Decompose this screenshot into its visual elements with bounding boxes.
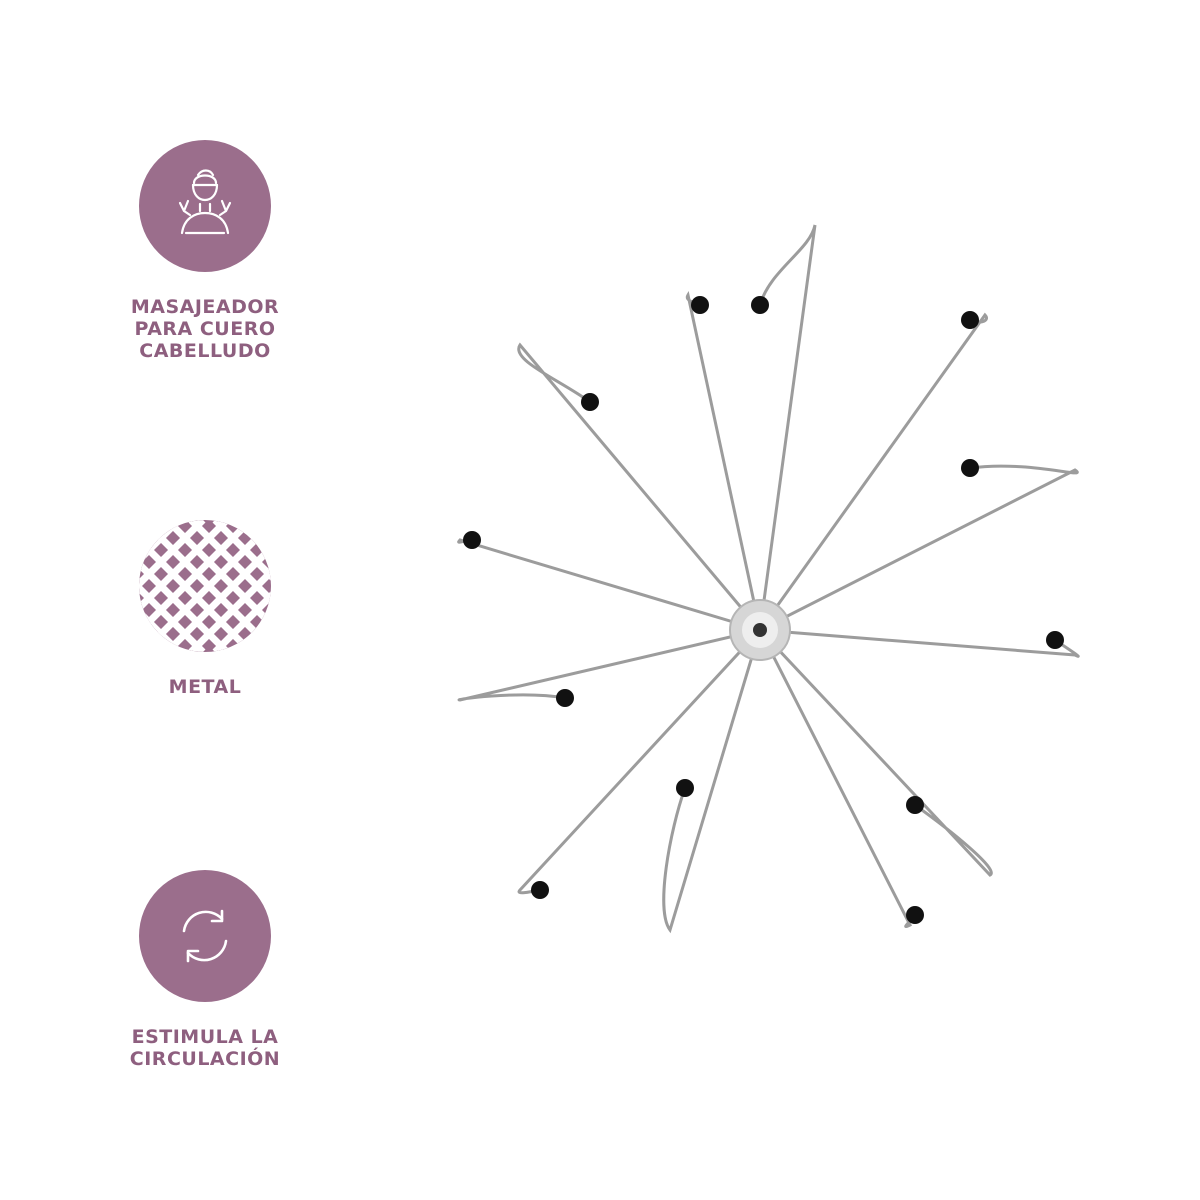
massager-tip-ball <box>906 796 924 814</box>
massager-prong <box>457 538 762 632</box>
massager-prong <box>758 224 817 632</box>
feature-label: ESTIMULA LA CIRCULACIÓN <box>129 1026 281 1070</box>
massager-tip-ball <box>676 779 694 797</box>
feature-label: MASAJEADOR PARA CUERO CABELLUDO <box>130 296 280 362</box>
massager-tip-ball <box>751 296 769 314</box>
massager-hub-hole <box>753 623 767 637</box>
massager-prong <box>758 312 988 632</box>
massager-prong <box>517 628 762 895</box>
feature-scalp-massage: MASAJEADOR PARA CUERO CABELLUDO <box>90 140 320 362</box>
massager-prong <box>758 628 917 929</box>
massager-tip-ball <box>906 906 924 924</box>
scalp-massage-person-icon <box>139 140 271 272</box>
metal-mesh-icon <box>139 520 271 652</box>
massager-tip-ball <box>961 311 979 329</box>
massager-tip-ball <box>463 531 481 549</box>
massager-prong <box>457 628 762 702</box>
massager-tip-ball <box>531 881 549 899</box>
massager-tip-ball <box>556 689 574 707</box>
massager-prong <box>758 464 1079 632</box>
circulation-arrows-icon <box>139 870 271 1002</box>
massager-tip-ball <box>1046 631 1064 649</box>
massager-prong <box>758 628 993 877</box>
massager-prong <box>685 290 762 632</box>
massager-prong <box>517 342 762 632</box>
massager-tip-ball <box>691 296 709 314</box>
massager-tip-ball <box>581 393 599 411</box>
scalp-massager-product <box>457 224 1080 934</box>
feature-metal: METAL <box>90 520 320 698</box>
massager-prong <box>758 628 1080 658</box>
feature-label: METAL <box>168 676 242 698</box>
massager-tip-ball <box>961 459 979 477</box>
massager-prong <box>662 628 762 934</box>
feature-circulation: ESTIMULA LA CIRCULACIÓN <box>90 870 320 1070</box>
